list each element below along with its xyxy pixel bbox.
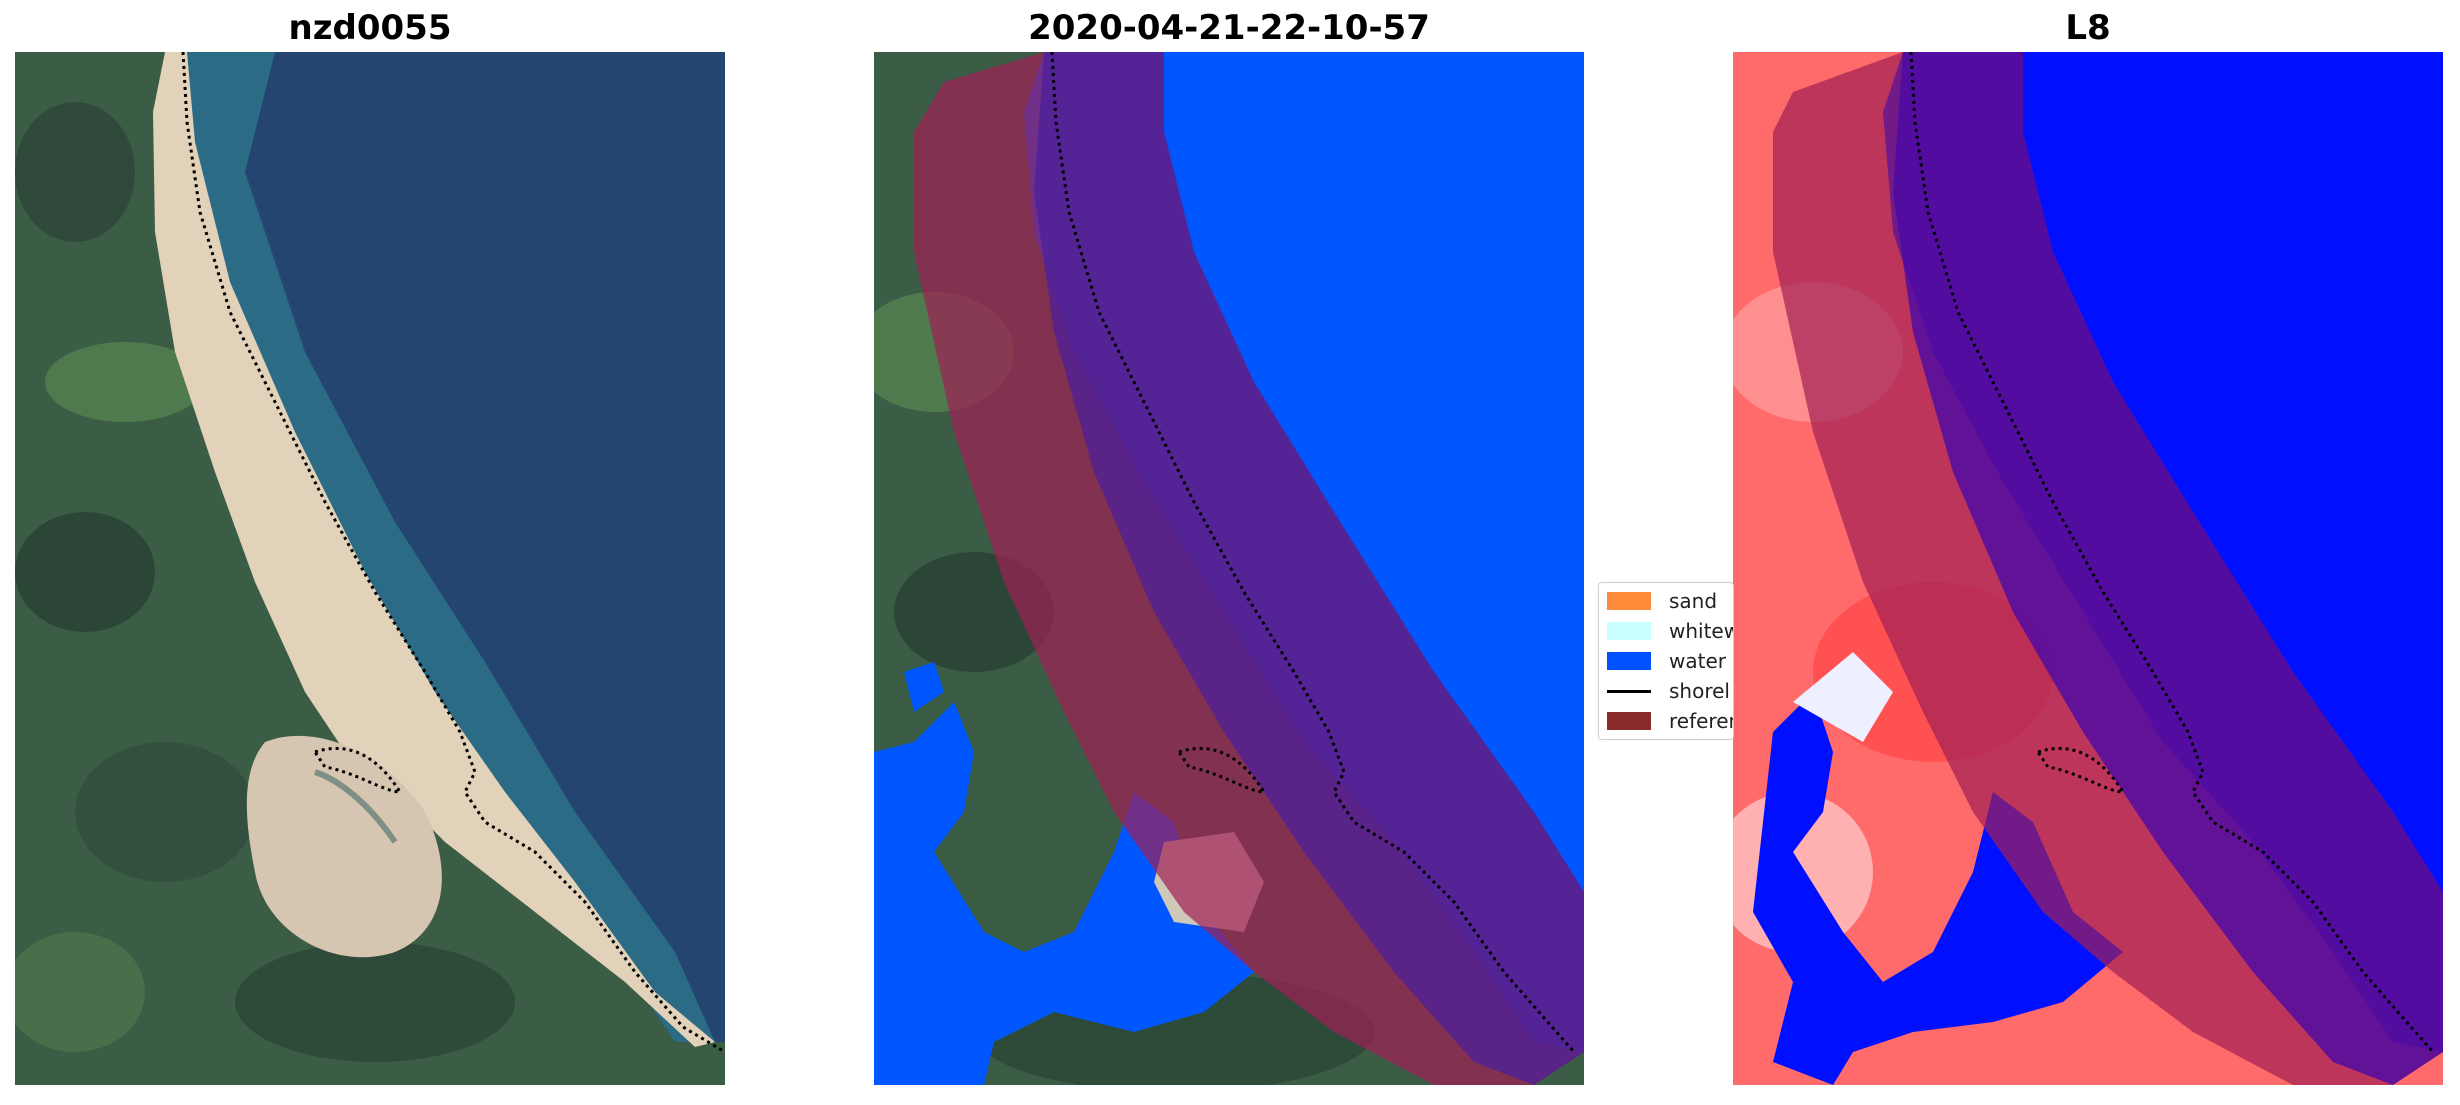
panel-title-3: L8 bbox=[2065, 8, 2111, 48]
legend-swatch-whitewater bbox=[1607, 622, 1651, 640]
legend-item-whitewater: whitew bbox=[1607, 619, 1734, 643]
panel-title-1: nzd0055 bbox=[288, 8, 452, 48]
legend-label-water: water bbox=[1669, 649, 1726, 673]
legend-item-water: water bbox=[1607, 649, 1726, 673]
legend-item-sand: sand bbox=[1607, 589, 1717, 613]
legend-swatch-water bbox=[1607, 652, 1651, 670]
legend-label-shoreline: shorel bbox=[1669, 679, 1730, 703]
rgb-satellite-image bbox=[15, 52, 725, 1085]
legend-label-sand: sand bbox=[1669, 589, 1718, 613]
legend-swatch-reference bbox=[1607, 712, 1651, 730]
panel-title-2: 2020-04-21-22-10-57 bbox=[1028, 8, 1430, 48]
legend-label-reference: referen bbox=[1669, 709, 1734, 733]
mndwi-image bbox=[1733, 52, 2443, 1085]
legend-label-whitewater: whitew bbox=[1669, 619, 1734, 643]
legend: sand whitew water shorel referen bbox=[1598, 582, 1734, 740]
legend-item-reference: referen bbox=[1607, 709, 1734, 733]
classified-image bbox=[874, 52, 1584, 1085]
legend-swatch-shoreline bbox=[1607, 689, 1651, 693]
legend-swatch-sand bbox=[1607, 592, 1651, 610]
legend-item-shoreline: shorel bbox=[1607, 679, 1730, 703]
